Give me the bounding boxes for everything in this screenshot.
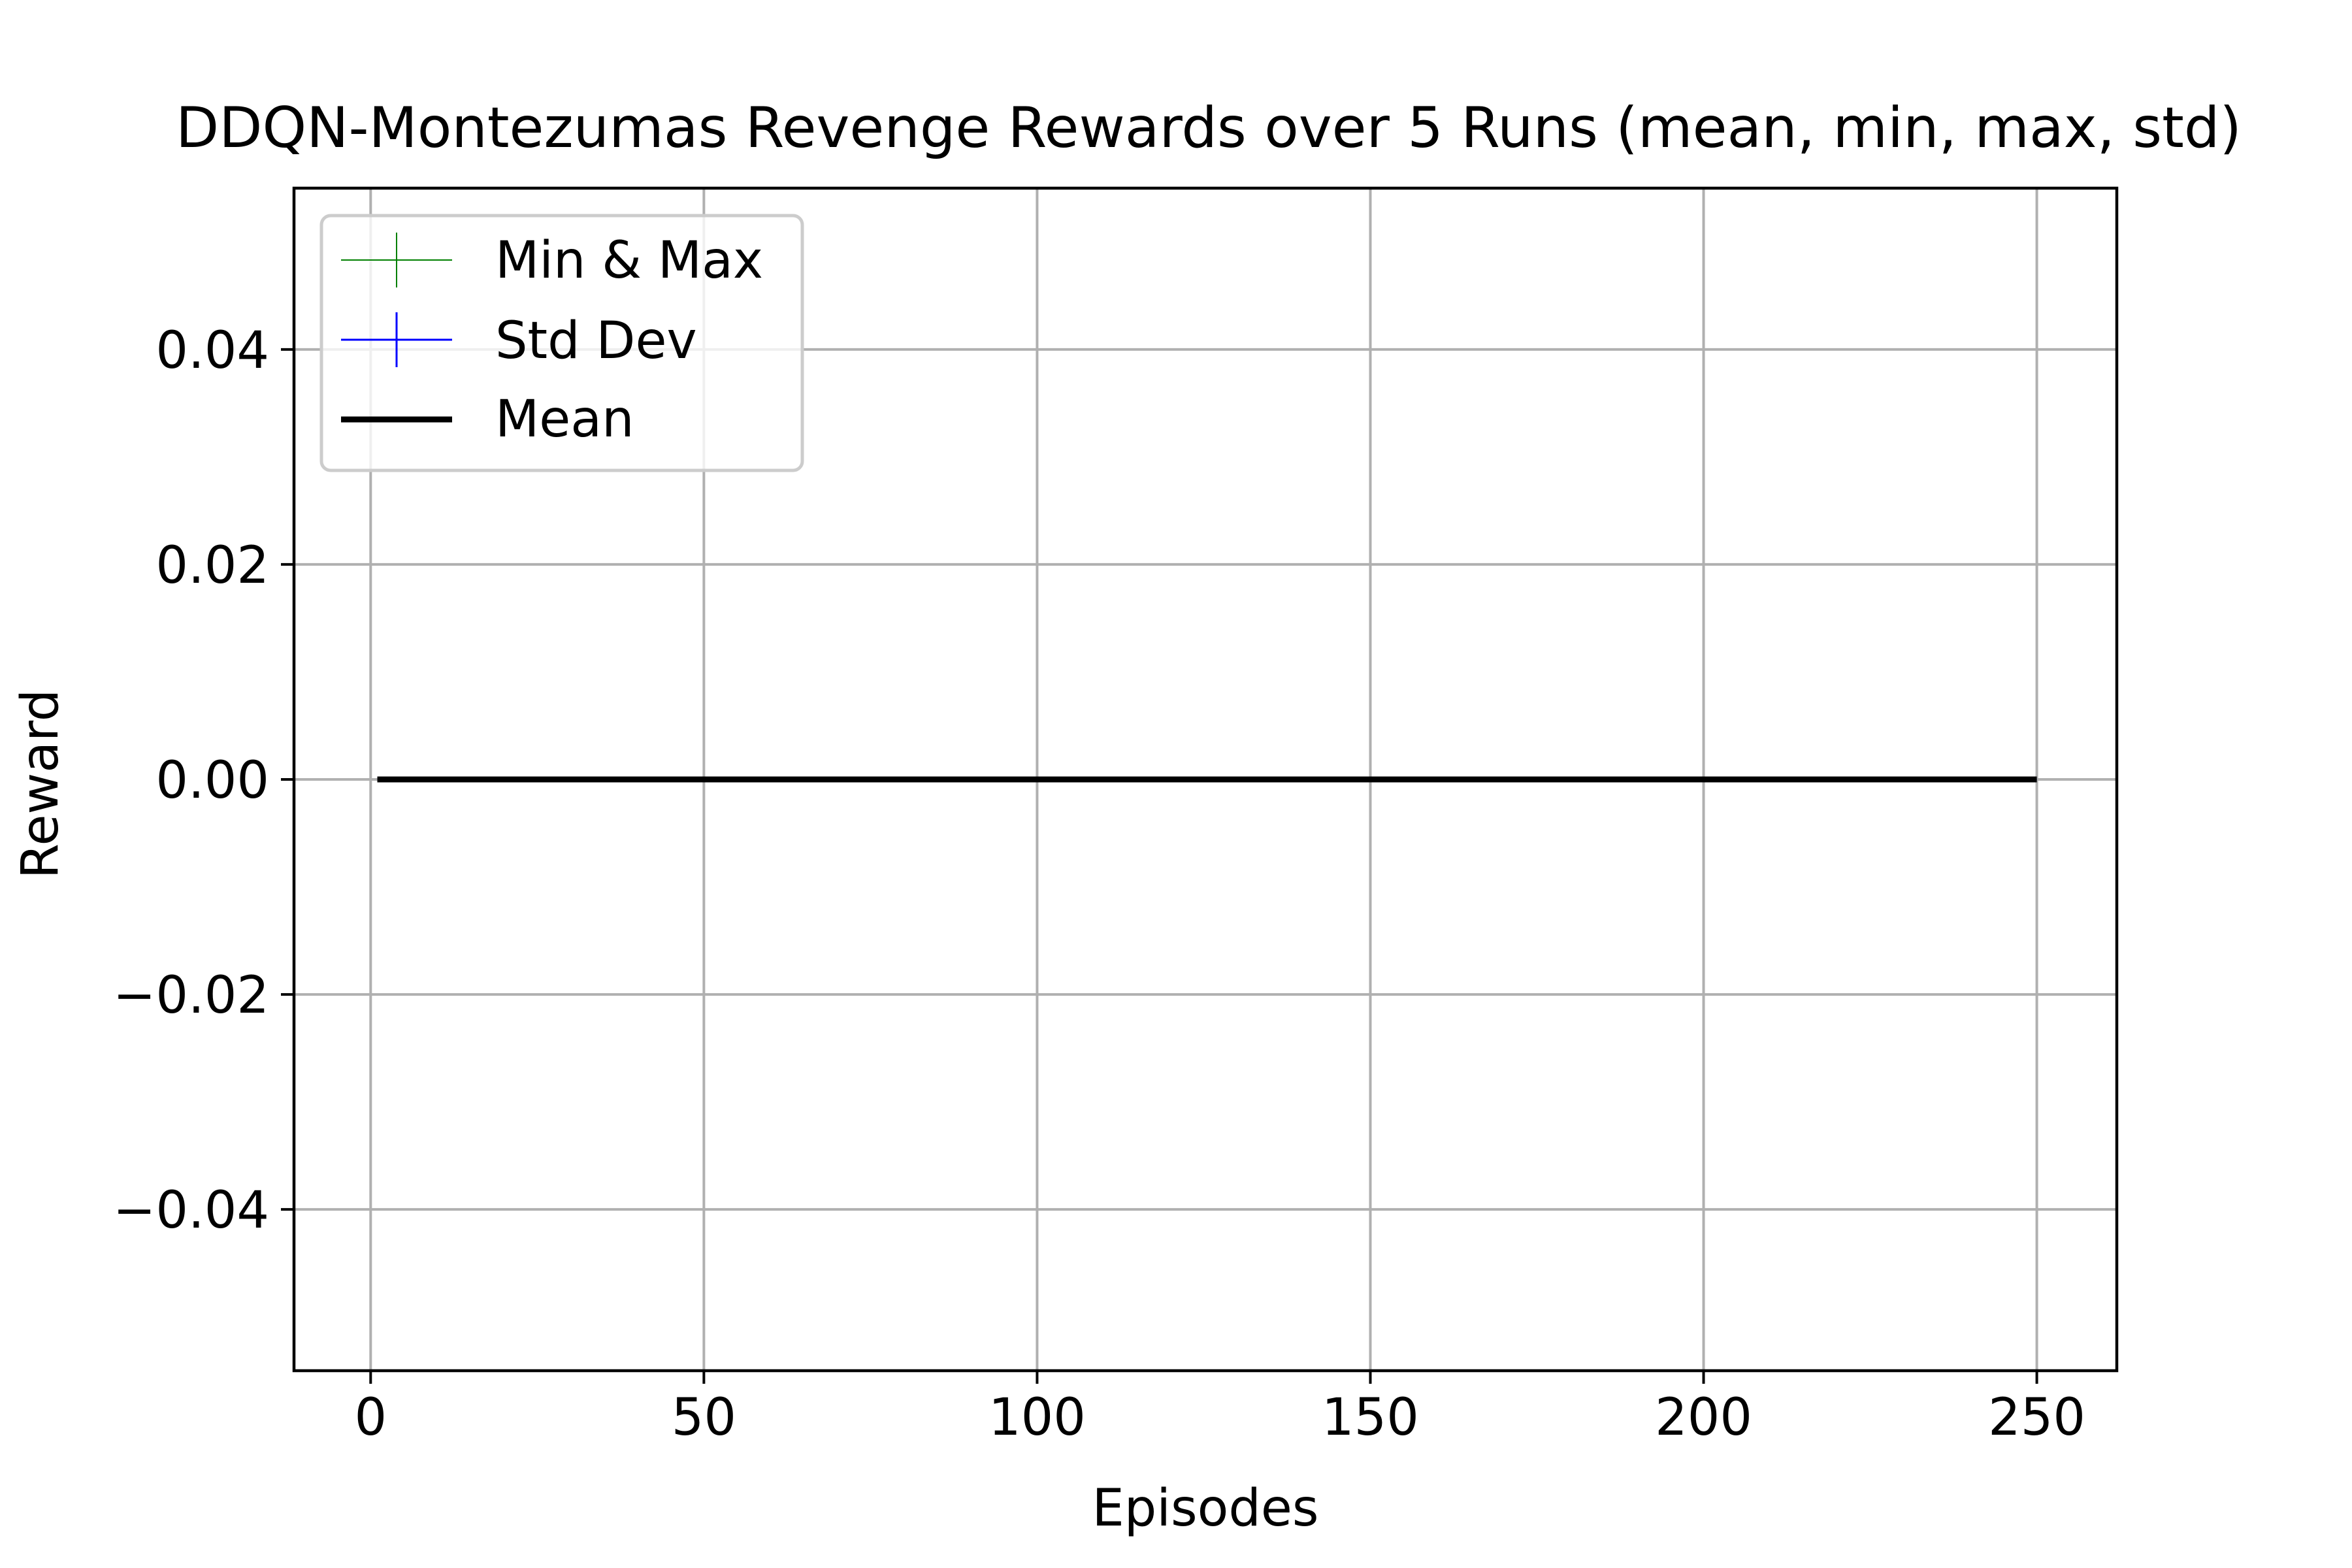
legend-label-min-max: Min & Max [495, 231, 763, 290]
x-tick-label: 150 [1322, 1388, 1419, 1447]
x-axis-label: Episodes [1092, 1479, 1319, 1538]
legend: Min & Max Std Dev Mean [319, 214, 804, 472]
y-tick-label: 0.00 [155, 751, 269, 810]
x-tick-label: 100 [988, 1388, 1086, 1447]
y-tick-label: 0.04 [155, 321, 269, 380]
y-tick-label: −0.02 [113, 966, 269, 1025]
legend-label-std-dev: Std Dev [495, 312, 697, 370]
ticks: 0 50 100 150 200 250 −0.04 −0.02 0.00 0.02 0.04 [113, 321, 2085, 1447]
y-tick-label: −0.04 [113, 1181, 269, 1240]
x-tick-label: 50 [672, 1388, 736, 1447]
y-tick-label: 0.02 [155, 536, 269, 595]
y-axis-label: Reward [11, 689, 70, 879]
x-tick-label: 250 [1988, 1388, 2085, 1447]
legend-label-mean: Mean [495, 390, 634, 449]
x-tick-label: 200 [1655, 1388, 1752, 1447]
chart-title: DDQN-Montezumas Revenge Rewards over 5 R… [176, 95, 2242, 161]
legend-box [319, 214, 804, 472]
x-tick-label: 0 [354, 1388, 387, 1447]
